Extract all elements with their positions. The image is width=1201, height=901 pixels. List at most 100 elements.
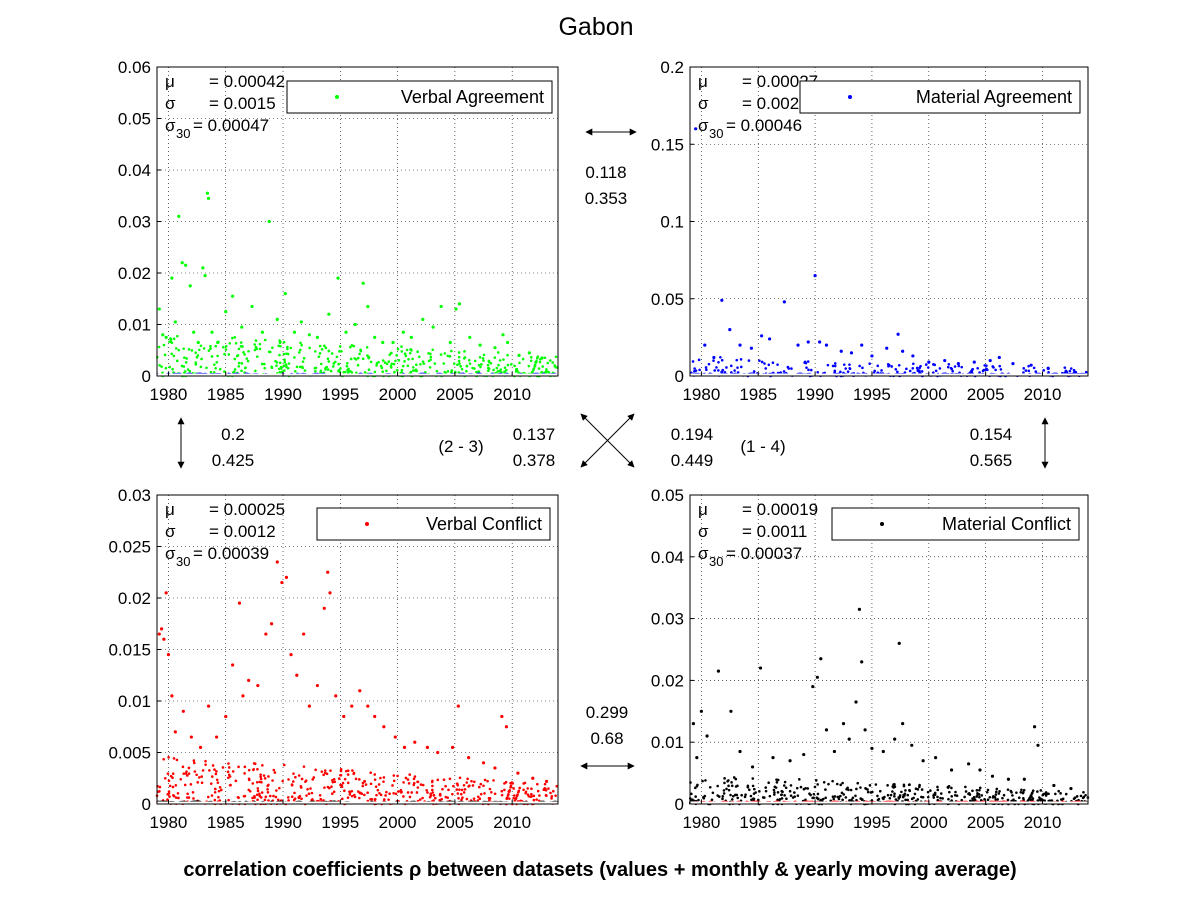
data-point (172, 354, 176, 358)
data-point (824, 343, 829, 347)
corr-diag-right-a: 0.194 (671, 425, 714, 444)
data-point (385, 369, 388, 373)
data-point (278, 353, 281, 357)
data-point (500, 793, 504, 797)
data-point (308, 346, 311, 350)
data-point (733, 369, 736, 372)
data-point (539, 371, 543, 374)
data-points (155, 191, 559, 378)
data-point (496, 370, 500, 373)
data-point (1059, 798, 1063, 801)
data-point (375, 361, 379, 365)
data-point (247, 678, 251, 683)
data-point (932, 796, 936, 799)
data-point (332, 790, 336, 794)
data-point (361, 784, 365, 788)
data-point (210, 794, 214, 797)
data-point (323, 769, 327, 772)
data-point (228, 783, 232, 787)
data-point (717, 369, 720, 372)
data-point (1011, 362, 1015, 366)
y-tick-label: 0.01 (118, 692, 151, 711)
data-point (919, 364, 922, 368)
data-point (354, 777, 358, 781)
data-point (837, 797, 841, 801)
data-point (763, 362, 766, 365)
data-point (984, 368, 987, 372)
data-point (243, 772, 246, 775)
data-point (327, 349, 331, 353)
data-point (813, 785, 817, 789)
data-point (493, 356, 497, 359)
data-point (177, 214, 181, 218)
data-point (282, 369, 286, 372)
data-point (387, 798, 390, 801)
data-point (462, 783, 466, 787)
data-point (901, 722, 905, 726)
data-point (223, 370, 226, 373)
data-point (861, 366, 864, 370)
data-point (264, 632, 268, 636)
data-point (298, 348, 302, 352)
data-point (224, 344, 228, 348)
data-point (267, 775, 270, 778)
data-point (503, 782, 506, 785)
x-tick-label: 2000 (910, 813, 948, 832)
panel-1: 1980 1985 1990 1995 2000 2005 2010 0 0.01 0.02 0.0… (118, 58, 559, 404)
data-point (361, 781, 365, 785)
data-point (789, 794, 793, 797)
data-point (216, 340, 220, 345)
data-point (333, 360, 337, 364)
data-point (1047, 792, 1050, 796)
data-point (169, 774, 173, 778)
data-point (956, 362, 960, 366)
data-point (317, 355, 321, 359)
data-point (1059, 792, 1062, 795)
data-point (419, 363, 422, 366)
data-point (215, 778, 219, 782)
data-point (295, 365, 299, 369)
data-point (1022, 796, 1025, 800)
data-point (157, 345, 161, 349)
data-point (289, 653, 293, 657)
data-point (403, 360, 406, 363)
data-point (416, 350, 419, 353)
data-point (806, 787, 810, 790)
stat-sigma30-value: = 0.00046 (726, 116, 802, 135)
x-tick-label: 1980 (682, 813, 720, 832)
data-point (209, 782, 213, 785)
data-point (473, 359, 477, 363)
data-point (334, 694, 338, 698)
data-point (346, 371, 350, 374)
data-point (848, 363, 851, 366)
data-point (747, 359, 751, 362)
data-point (283, 360, 287, 364)
corr-diag-left-a: 0.137 (513, 425, 556, 444)
data-point (964, 785, 967, 789)
data-point (1052, 783, 1056, 788)
data-point (428, 795, 432, 799)
data-point (252, 762, 256, 765)
data-point (1001, 796, 1004, 800)
data-point (307, 704, 311, 708)
data-point (218, 786, 222, 789)
data-point (501, 333, 505, 337)
data-point (846, 370, 850, 373)
data-point (507, 790, 511, 793)
data-point (299, 784, 303, 788)
data-point (546, 361, 550, 365)
data-point (492, 368, 495, 372)
data-point (887, 364, 890, 368)
data-point (522, 788, 525, 792)
data-point (289, 346, 293, 350)
data-point (259, 775, 262, 779)
data-point (421, 783, 425, 787)
data-point (218, 367, 222, 371)
data-point (1019, 790, 1023, 794)
data-point (172, 337, 176, 341)
data-point (431, 325, 435, 329)
data-point (201, 266, 205, 270)
data-point (805, 366, 808, 369)
data-point (493, 346, 497, 350)
data-point (356, 363, 360, 367)
